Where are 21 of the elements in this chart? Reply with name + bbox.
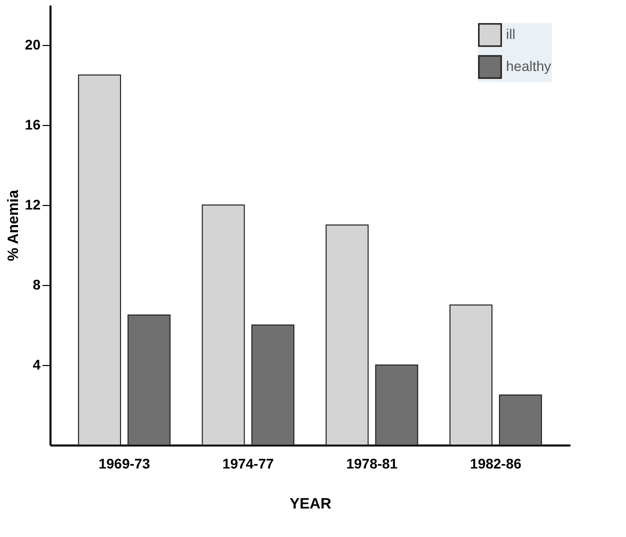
bar: [449, 304, 492, 446]
bar: [202, 204, 245, 446]
y-tick-label: 16: [24, 116, 41, 132]
x-axis-title: YEAR: [290, 496, 332, 512]
y-tick-label: 8: [32, 276, 41, 292]
bar: [78, 74, 122, 446]
bar: [251, 324, 294, 446]
y-tick-label: 20: [24, 36, 41, 52]
bar: [498, 394, 542, 446]
x-tick-label: 1982-86: [470, 456, 522, 472]
x-tick-label: 1978-81: [346, 456, 398, 472]
bar: [128, 314, 171, 446]
legend-label: ill: [506, 26, 516, 42]
y-tick-label: 12: [24, 196, 41, 212]
y-tick-label: 4: [32, 356, 41, 372]
legend-label: healthy: [506, 58, 552, 74]
x-tick-label: 1969-73: [98, 456, 150, 472]
x-tick-label: 1974-77: [222, 456, 274, 472]
bar: [375, 364, 418, 446]
bar: [326, 224, 369, 446]
y-axis-title: % Anemia: [4, 189, 22, 262]
